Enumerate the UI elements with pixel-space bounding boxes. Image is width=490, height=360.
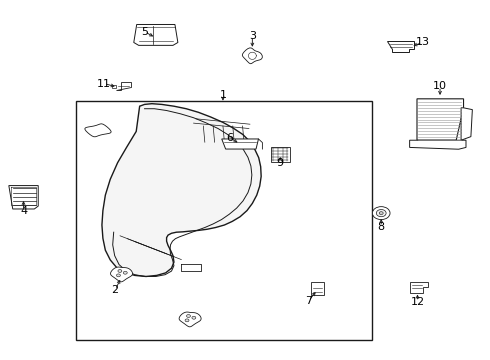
Polygon shape <box>112 85 116 88</box>
Polygon shape <box>9 186 38 209</box>
Polygon shape <box>271 147 290 162</box>
Polygon shape <box>417 99 464 140</box>
Polygon shape <box>134 24 178 45</box>
Polygon shape <box>410 140 466 149</box>
Polygon shape <box>221 139 259 149</box>
Polygon shape <box>243 48 262 64</box>
Polygon shape <box>85 124 111 137</box>
Polygon shape <box>111 267 132 282</box>
Text: 2: 2 <box>112 285 119 295</box>
Circle shape <box>123 271 127 274</box>
Text: 4: 4 <box>20 206 27 216</box>
Circle shape <box>118 270 122 273</box>
Polygon shape <box>116 82 131 90</box>
Polygon shape <box>312 282 323 295</box>
Circle shape <box>372 207 390 220</box>
Text: 13: 13 <box>416 37 429 48</box>
Circle shape <box>379 212 383 215</box>
Circle shape <box>185 319 189 322</box>
Polygon shape <box>410 282 428 293</box>
Polygon shape <box>461 108 472 140</box>
Text: 12: 12 <box>411 297 424 307</box>
Circle shape <box>117 274 121 277</box>
Polygon shape <box>102 104 261 276</box>
Polygon shape <box>179 312 201 327</box>
Text: 1: 1 <box>220 90 226 100</box>
Text: 3: 3 <box>249 31 256 41</box>
Text: 11: 11 <box>97 78 111 89</box>
Text: 6: 6 <box>226 132 233 143</box>
Text: 10: 10 <box>433 81 447 91</box>
Circle shape <box>187 315 191 318</box>
Polygon shape <box>387 41 414 52</box>
Bar <box>76 101 372 340</box>
Text: 5: 5 <box>141 27 148 37</box>
Circle shape <box>192 316 196 319</box>
Text: 9: 9 <box>277 158 284 168</box>
Circle shape <box>376 210 386 217</box>
Text: 7: 7 <box>305 296 312 306</box>
Text: 8: 8 <box>378 222 385 232</box>
